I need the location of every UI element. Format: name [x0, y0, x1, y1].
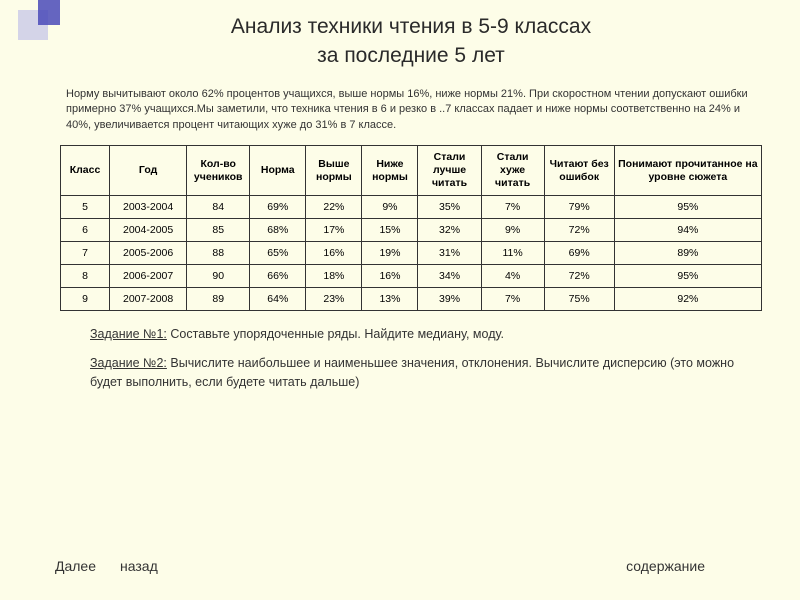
table-cell: 8 — [61, 265, 110, 288]
table-cell: 2007-2008 — [110, 288, 187, 311]
table-header-cell: Выше нормы — [306, 145, 362, 195]
table-cell: 9% — [362, 196, 418, 219]
table-cell: 5 — [61, 196, 110, 219]
intro-paragraph: Норму вычитывают около 62% процентов уча… — [60, 87, 762, 133]
corner-decoration — [0, 0, 60, 40]
nav-footer: Далее назад содержание — [55, 558, 745, 574]
table-row: 62004-20058568%17%15%32%9%72%94% — [61, 219, 762, 242]
table-header-cell: Понимают прочитанное на уровне сюжета — [614, 145, 761, 195]
slide-title: Анализ техники чтения в 5-9 классах за п… — [60, 12, 762, 71]
table-cell: 2004-2005 — [110, 219, 187, 242]
title-line-2: за последние 5 лет — [60, 41, 762, 70]
table-cell: 31% — [418, 242, 481, 265]
table-cell: 17% — [306, 219, 362, 242]
reading-analysis-table: КлассГодКол-во учениковНормаВыше нормыНи… — [60, 145, 762, 311]
table-cell: 2003-2004 — [110, 196, 187, 219]
table-cell: 2006-2007 — [110, 265, 187, 288]
table-header-cell: Ниже нормы — [362, 145, 418, 195]
table-cell: 69% — [544, 242, 614, 265]
table-row: 92007-20088964%23%13%39%7%75%92% — [61, 288, 762, 311]
task-2-text: Вычислите наибольшее и наименьшее значен… — [90, 356, 734, 389]
table-cell: 32% — [418, 219, 481, 242]
table-cell: 72% — [544, 219, 614, 242]
table-header-cell: Год — [110, 145, 187, 195]
table-header-cell: Норма — [250, 145, 306, 195]
table-cell: 72% — [544, 265, 614, 288]
table-cell: 90 — [187, 265, 250, 288]
table-cell: 84 — [187, 196, 250, 219]
task-2: Задание №2: Вычислите наибольшее и наиме… — [90, 354, 762, 392]
table-header-cell: Кол-во учеников — [187, 145, 250, 195]
title-line-1: Анализ техники чтения в 5-9 классах — [60, 12, 762, 41]
table-body: 52003-20048469%22%9%35%7%79%95%62004-200… — [61, 196, 762, 311]
table-cell: 95% — [614, 196, 761, 219]
table-cell: 65% — [250, 242, 306, 265]
table-cell: 69% — [250, 196, 306, 219]
table-cell: 89% — [614, 242, 761, 265]
table-row: 72005-20068865%16%19%31%11%69%89% — [61, 242, 762, 265]
table-cell: 16% — [362, 265, 418, 288]
table-cell: 85 — [187, 219, 250, 242]
nav-back[interactable]: назад — [120, 558, 158, 574]
task-1: Задание №1: Составьте упорядоченные ряды… — [90, 325, 762, 344]
decor-square-dark — [38, 0, 60, 25]
table-cell: 18% — [306, 265, 362, 288]
table-cell: 13% — [362, 288, 418, 311]
table-cell: 94% — [614, 219, 761, 242]
table-cell: 89 — [187, 288, 250, 311]
table-cell: 64% — [250, 288, 306, 311]
table-cell: 79% — [544, 196, 614, 219]
table-cell: 4% — [481, 265, 544, 288]
table-cell: 22% — [306, 196, 362, 219]
task-1-text: Составьте упорядоченные ряды. Найдите ме… — [167, 327, 504, 341]
nav-contents[interactable]: содержание — [626, 558, 705, 574]
table-cell: 15% — [362, 219, 418, 242]
table-row: 52003-20048469%22%9%35%7%79%95% — [61, 196, 762, 219]
table-header-cell: Стали лучше читать — [418, 145, 481, 195]
table-cell: 34% — [418, 265, 481, 288]
task-1-label: Задание №1: — [90, 327, 167, 341]
table-cell: 92% — [614, 288, 761, 311]
table-cell: 7 — [61, 242, 110, 265]
table-header-cell: Читают без ошибок — [544, 145, 614, 195]
tasks-block: Задание №1: Составьте упорядоченные ряды… — [60, 325, 762, 391]
table-cell: 9 — [61, 288, 110, 311]
table-cell: 88 — [187, 242, 250, 265]
nav-next[interactable]: Далее — [55, 558, 96, 574]
table-cell: 19% — [362, 242, 418, 265]
table-cell: 95% — [614, 265, 761, 288]
table-row: 82006-20079066%18%16%34%4%72%95% — [61, 265, 762, 288]
table-cell: 75% — [544, 288, 614, 311]
slide-content: Анализ техники чтения в 5-9 классах за п… — [0, 0, 800, 392]
table-header-row: КлассГодКол-во учениковНормаВыше нормыНи… — [61, 145, 762, 195]
task-2-label: Задание №2: — [90, 356, 167, 370]
table-cell: 6 — [61, 219, 110, 242]
table-cell: 2005-2006 — [110, 242, 187, 265]
table-header-cell: Класс — [61, 145, 110, 195]
table-header-cell: Стали хуже читать — [481, 145, 544, 195]
table-cell: 23% — [306, 288, 362, 311]
table-cell: 66% — [250, 265, 306, 288]
table-cell: 68% — [250, 219, 306, 242]
table-cell: 16% — [306, 242, 362, 265]
table-cell: 11% — [481, 242, 544, 265]
table-cell: 35% — [418, 196, 481, 219]
table-cell: 39% — [418, 288, 481, 311]
table-cell: 7% — [481, 288, 544, 311]
table-cell: 7% — [481, 196, 544, 219]
table-cell: 9% — [481, 219, 544, 242]
